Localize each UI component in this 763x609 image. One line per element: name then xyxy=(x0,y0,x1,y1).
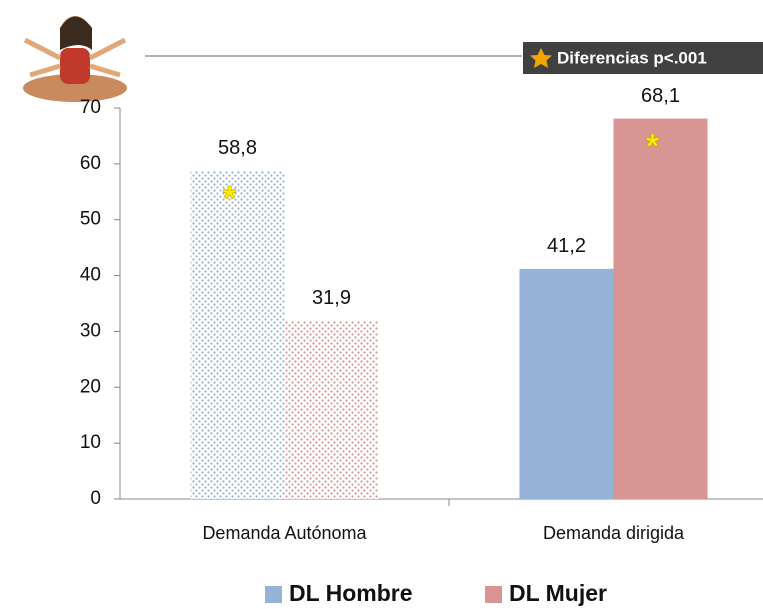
y-tick-label: 30 xyxy=(80,320,101,341)
x-tick-label: Demanda dirigida xyxy=(543,523,685,543)
bar xyxy=(613,118,708,499)
y-tick-label: 10 xyxy=(80,432,101,453)
bar xyxy=(284,320,379,499)
legend-label: DL Mujer xyxy=(509,580,607,606)
legend-swatch xyxy=(265,586,282,603)
significance-mark: * xyxy=(646,128,660,166)
bar xyxy=(519,268,614,499)
y-tick-label: 40 xyxy=(80,265,101,286)
x-tick-label: Demanda Autónoma xyxy=(202,523,367,543)
annotation-text: Diferencias p<.001 xyxy=(557,48,707,67)
value-label: 31,9 xyxy=(312,287,351,309)
star-icon xyxy=(530,48,552,68)
y-tick-label: 50 xyxy=(80,209,101,230)
value-label: 41,2 xyxy=(547,235,586,257)
value-label: 68,1 xyxy=(641,85,680,107)
significance-mark: * xyxy=(223,180,237,218)
y-tick-label: 60 xyxy=(80,153,101,174)
legend-swatch xyxy=(485,586,502,603)
annotation-badge: Diferencias p<.001 xyxy=(523,42,763,74)
bar xyxy=(190,170,285,499)
y-tick-label: 70 xyxy=(80,97,101,118)
value-label: 58,8 xyxy=(218,137,257,159)
illustration xyxy=(23,16,127,102)
y-tick-label: 20 xyxy=(80,376,101,397)
y-tick-label: 0 xyxy=(90,488,101,509)
legend-label: DL Hombre xyxy=(289,580,413,606)
